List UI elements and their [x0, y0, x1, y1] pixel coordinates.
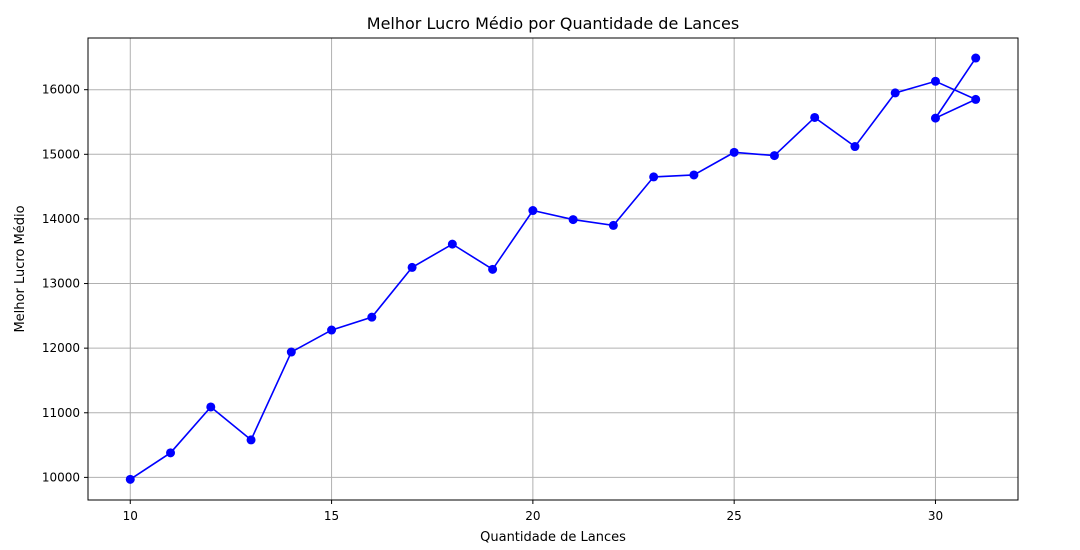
x-tick-label: 10 [123, 509, 138, 523]
plot-frame [87, 37, 1019, 501]
data-point [930, 113, 940, 123]
data-point [125, 474, 135, 484]
data-point [206, 402, 216, 412]
y-tick-label: 11000 [42, 406, 80, 420]
data-point [528, 206, 538, 216]
data-point [488, 264, 498, 274]
data-point [850, 142, 860, 152]
x-tick-label: 25 [727, 509, 742, 523]
data-point [649, 172, 659, 182]
data-point [286, 347, 296, 357]
axis-ticks: 10 15 20 25 30 10000 11000 12000 13000 14000 15000… [42, 83, 943, 523]
y-tick-label: 15000 [42, 147, 80, 161]
series-layer [125, 53, 981, 484]
chart-title: Melhor Lucro Médio por Quantidade de Lan… [367, 14, 739, 33]
series-line [129, 57, 978, 480]
x-tick-label: 30 [928, 509, 943, 523]
y-tick-label: 13000 [42, 277, 80, 291]
grid [88, 38, 1018, 500]
data-point [166, 448, 176, 458]
data-point [971, 53, 981, 63]
data-point [729, 147, 739, 157]
data-point [890, 88, 900, 98]
data-point [568, 215, 578, 225]
x-tick-label: 20 [525, 509, 540, 523]
data-point [930, 76, 940, 86]
data-point [689, 170, 699, 180]
x-tick-label: 15 [324, 509, 339, 523]
data-point [971, 94, 981, 104]
data-point [608, 220, 618, 230]
y-tick-label: 16000 [42, 83, 80, 97]
data-point [327, 325, 337, 335]
data-point [447, 239, 457, 249]
data-point [407, 262, 417, 272]
x-axis-label: Quantidade de Lances [480, 530, 626, 545]
y-tick-label: 10000 [42, 470, 80, 484]
data-point [246, 435, 256, 445]
y-tick-label: 14000 [42, 212, 80, 226]
data-point [769, 151, 779, 161]
data-point [367, 312, 377, 322]
data-point [810, 112, 820, 122]
y-tick-label: 12000 [42, 341, 80, 355]
y-axis-label: Melhor Lucro Médio [13, 205, 28, 332]
